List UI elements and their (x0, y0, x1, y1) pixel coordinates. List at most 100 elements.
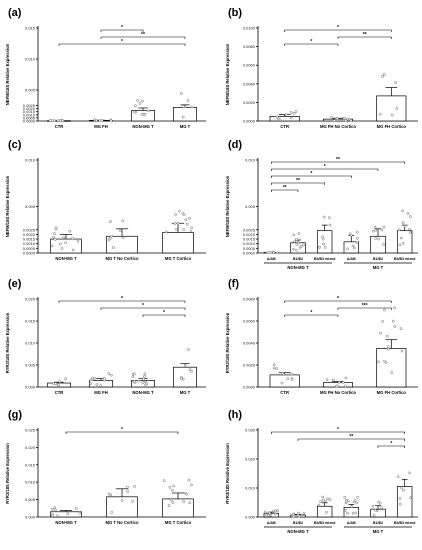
data-point (162, 479, 166, 483)
data-point (138, 102, 142, 105)
data-point (181, 115, 185, 119)
significance-label: ** (336, 157, 340, 163)
significance-label: * (324, 164, 326, 170)
significance-label: *** (362, 303, 368, 309)
data-point (182, 213, 186, 216)
data-point (54, 508, 57, 512)
data-point (55, 514, 59, 518)
y-tick-label: 0.0060 (243, 63, 256, 68)
data-point (353, 499, 357, 502)
data-point (91, 376, 95, 380)
significance-bracket (271, 168, 379, 171)
y-tick-label: 0.000 (25, 385, 36, 390)
data-point (272, 363, 276, 367)
significance-bracket (65, 431, 179, 434)
y-tick-label: 0.020 (25, 297, 36, 302)
data-point (52, 235, 55, 239)
x-tick-label: B3/B3 mixed (314, 521, 336, 525)
data-point (89, 382, 93, 385)
significance-bracket (100, 307, 186, 310)
data-point (344, 376, 348, 380)
data-point (289, 116, 293, 120)
x-tick-label: A/AB (347, 521, 356, 525)
data-point (331, 378, 335, 382)
data-point (409, 496, 412, 500)
x-tick-label: MG FH No Cortico (320, 124, 356, 129)
data-point (272, 509, 276, 513)
data-point (374, 228, 378, 232)
bar (269, 115, 300, 122)
panel-label: (g) (8, 409, 22, 421)
data-point (299, 245, 303, 248)
x-tick-label: MG T (180, 124, 191, 129)
significance-label: ** (349, 434, 353, 440)
y-tick-label: 0.005 (25, 88, 36, 93)
y-tick-label: 0.005 (245, 204, 256, 209)
data-point (109, 119, 113, 123)
data-point (52, 382, 56, 386)
x-tick-label: B1/B2 (373, 257, 383, 261)
data-point (61, 119, 64, 123)
data-point (284, 113, 288, 116)
data-point (286, 377, 290, 381)
significance-label: * (121, 427, 123, 433)
data-point (143, 374, 146, 378)
data-point (54, 382, 58, 385)
significance-bracket (142, 314, 186, 317)
data-point (348, 232, 352, 236)
y-tick-label: 0.0025 (243, 227, 256, 232)
y-tick-label: 0.005 (25, 363, 36, 368)
significance-bracket (284, 43, 339, 46)
data-point (335, 117, 339, 120)
x-tick-label: A/AB (267, 257, 276, 261)
data-point (380, 228, 384, 232)
data-point (355, 501, 359, 505)
data-point (351, 511, 355, 515)
bar (173, 366, 197, 388)
significance-bracket (337, 307, 392, 310)
data-point (396, 475, 400, 479)
data-point (187, 478, 191, 482)
data-point (341, 381, 345, 384)
bar (173, 107, 197, 122)
data-point (141, 99, 144, 103)
data-point (317, 503, 321, 507)
data-point (190, 369, 193, 373)
significance-bracket (337, 36, 392, 39)
data-point (110, 511, 114, 514)
panel-label: (a) (8, 7, 22, 19)
data-point (274, 512, 277, 516)
data-point (182, 500, 185, 503)
x-tick-label: A/AB (267, 521, 276, 525)
data-point (190, 226, 193, 230)
y-axis-label: RYR3/18S Relative Expression (5, 312, 10, 373)
data-point (95, 383, 99, 386)
data-point (342, 116, 346, 120)
data-point (322, 215, 326, 219)
data-point (408, 471, 411, 475)
significance-label: * (121, 39, 123, 45)
data-point (126, 486, 130, 489)
data-point (292, 514, 295, 518)
y-tick-label: 0.005 (25, 204, 36, 209)
data-point (295, 248, 298, 252)
y-tick-label: 0.030 (245, 428, 256, 433)
y-axis-label: NEFM/18S Relative Expression (5, 175, 10, 237)
x-tick-label: B3/B3 mixed (394, 521, 416, 525)
data-point (140, 113, 144, 116)
data-point (71, 236, 74, 240)
data-point (50, 244, 54, 248)
data-point (292, 111, 296, 115)
data-point (402, 488, 405, 492)
data-point (321, 235, 324, 239)
y-tick-label: 0.0000 (243, 119, 256, 124)
data-point (172, 484, 175, 488)
data-point (297, 232, 301, 235)
panel-b: (b) NEFM/18S Relative Expression 0.0000 0.0… (225, 7, 418, 129)
data-point (374, 237, 377, 240)
data-point (399, 502, 402, 506)
panel-label: (c) (8, 139, 22, 151)
data-point (382, 225, 386, 229)
significance-bracket (271, 161, 405, 164)
y-axis-label: RYR3/18S Relative Expression (225, 312, 230, 373)
